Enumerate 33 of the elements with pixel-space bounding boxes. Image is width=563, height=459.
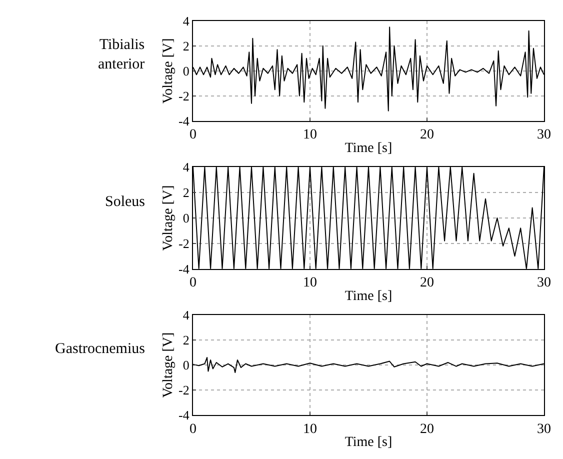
y-axis-title: Voltage [V] [161, 332, 176, 398]
x-axis-title: Time [s] [344, 435, 392, 450]
y-tick-label: 0 [182, 358, 190, 373]
x-tick-label: 10 [303, 276, 317, 291]
y-axis-title: Voltage [V] [161, 38, 176, 104]
y-axis-title: Voltage [V] [161, 185, 176, 251]
text: Soleus [105, 194, 146, 210]
x-tick-label: 30 [537, 128, 551, 143]
x-tick-label: 20 [420, 128, 434, 143]
x-tick-label: 10 [303, 128, 317, 143]
text: Gastrocnemius [55, 341, 146, 357]
y-tick-label: 2 [182, 332, 190, 348]
y-tick-label: -4 [178, 113, 190, 128]
text: Tibialis anterior [98, 37, 145, 72]
y-tick-label: 0 [182, 63, 190, 78]
y-tick-label: 4 [182, 13, 190, 28]
y-tick-label: 0 [182, 210, 190, 226]
y-tick-label: 4 [182, 160, 190, 175]
x-tick-label: 20 [420, 276, 434, 291]
y-tick-label: -2 [178, 236, 190, 251]
y-tick-label: -2 [178, 88, 190, 104]
x-tick-label: 10 [303, 422, 317, 437]
x-tick-label: 30 [537, 422, 551, 437]
y-tick-label: 2 [182, 185, 190, 200]
x-axis-title: Time [s] [344, 289, 392, 304]
x-tick-label: 20 [420, 422, 434, 437]
y-tick-label: 4 [182, 308, 190, 323]
x-axis-title: Time [s] [344, 140, 392, 156]
y-tick-label: -4 [178, 408, 190, 423]
y-tick-label: -4 [178, 261, 190, 276]
y-tick-label: 2 [182, 38, 190, 54]
y-tick-label: -2 [178, 382, 190, 398]
x-tick-label: 30 [537, 276, 551, 291]
